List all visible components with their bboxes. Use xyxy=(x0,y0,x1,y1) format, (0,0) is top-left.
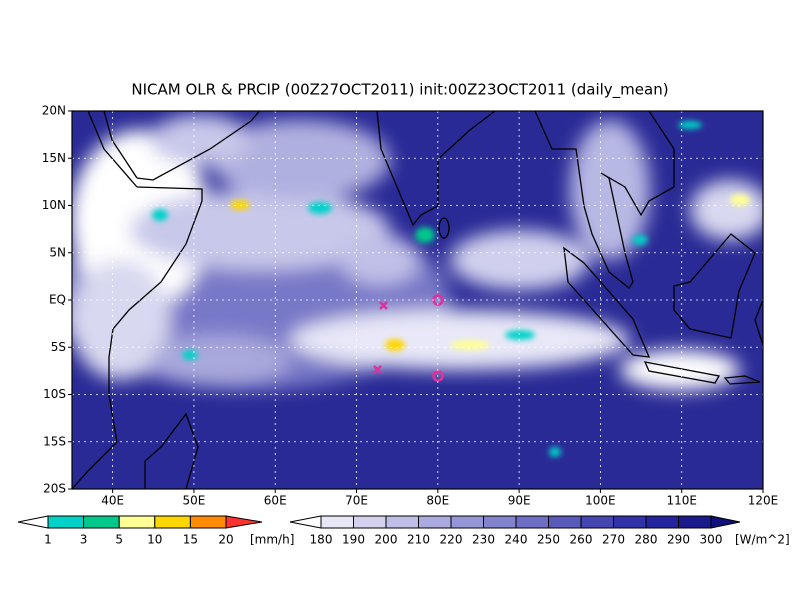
colorbar-box xyxy=(548,515,582,529)
colorbar-label: 200 xyxy=(375,533,398,547)
colorbar-unit: [mm/h] xyxy=(250,533,294,547)
lat-tick-label: 5S xyxy=(51,340,66,354)
colorbar-box xyxy=(353,515,387,529)
colorbar-label: 1 xyxy=(44,533,52,547)
colorbar-label: 220 xyxy=(440,533,463,547)
colorbar-unit: [W/m^2] xyxy=(735,533,790,547)
colorbar-label: 3 xyxy=(80,533,88,547)
colorbar-arrow xyxy=(289,515,322,529)
colorbar-box xyxy=(189,515,227,529)
colorbar-label: 20 xyxy=(218,533,233,547)
colorbar-label: 15 xyxy=(183,533,198,547)
lon-tick-label: 50E xyxy=(183,494,206,508)
colorbar-label: 180 xyxy=(310,533,333,547)
colorbar-box xyxy=(645,515,679,529)
lon-tick-label: 40E xyxy=(101,494,124,508)
colorbar-label: 230 xyxy=(472,533,495,547)
lon-tick-label: 60E xyxy=(264,494,287,508)
colorbar-box xyxy=(450,515,484,529)
colorbar-label: 300 xyxy=(700,533,723,547)
colorbar-box xyxy=(154,515,191,529)
colorbar-box xyxy=(118,515,156,529)
colorbar-box xyxy=(83,515,120,529)
colorbar-label: 290 xyxy=(667,533,690,547)
lat-tick-label: 20S xyxy=(43,482,66,496)
colorbar-box xyxy=(613,515,647,529)
colorbar-label: 260 xyxy=(570,533,593,547)
colorbar-arrow xyxy=(225,515,263,529)
lat-tick-label: 10S xyxy=(43,387,66,401)
lon-tick-label: 120E xyxy=(748,494,779,508)
lon-tick-label: 100E xyxy=(585,494,616,508)
map-frame xyxy=(71,110,764,490)
colorbar-label: 240 xyxy=(505,533,528,547)
colorbar-box xyxy=(320,515,354,529)
lat-tick-label: 5N xyxy=(49,245,66,259)
lon-tick-label: 90E xyxy=(508,494,531,508)
lat-tick-label: 15S xyxy=(43,434,66,448)
colorbar-box xyxy=(483,515,517,529)
colorbar-label: 280 xyxy=(635,533,658,547)
colorbar-box xyxy=(515,515,549,529)
colorbar-box xyxy=(580,515,614,529)
lon-tick-label: 80E xyxy=(426,494,449,508)
colorbar-box xyxy=(385,515,419,529)
lat-tick-label: EQ xyxy=(49,293,66,307)
lat-tick-label: 10N xyxy=(42,198,66,212)
colorbar-box xyxy=(47,515,85,529)
lon-tick-label: 110E xyxy=(666,494,697,508)
map-area xyxy=(72,111,763,489)
lat-tick-label: 20N xyxy=(42,104,66,118)
title: NICAM OLR & PRCIP (00Z27OCT2011) init:00… xyxy=(131,81,668,100)
colorbar-label: 250 xyxy=(537,533,560,547)
colorbar-label: 270 xyxy=(602,533,625,547)
colorbar-label: 190 xyxy=(342,533,365,547)
colorbar-arrow xyxy=(17,515,49,529)
colorbar-box xyxy=(418,515,452,529)
colorbar-arrow xyxy=(710,515,741,529)
lon-tick-label: 70E xyxy=(345,494,368,508)
colorbar-label: 10 xyxy=(147,533,162,547)
colorbar-box xyxy=(678,515,712,529)
lat-tick-label: 15N xyxy=(42,151,66,165)
colorbar-label: 5 xyxy=(115,533,123,547)
colorbar-label: 210 xyxy=(407,533,430,547)
